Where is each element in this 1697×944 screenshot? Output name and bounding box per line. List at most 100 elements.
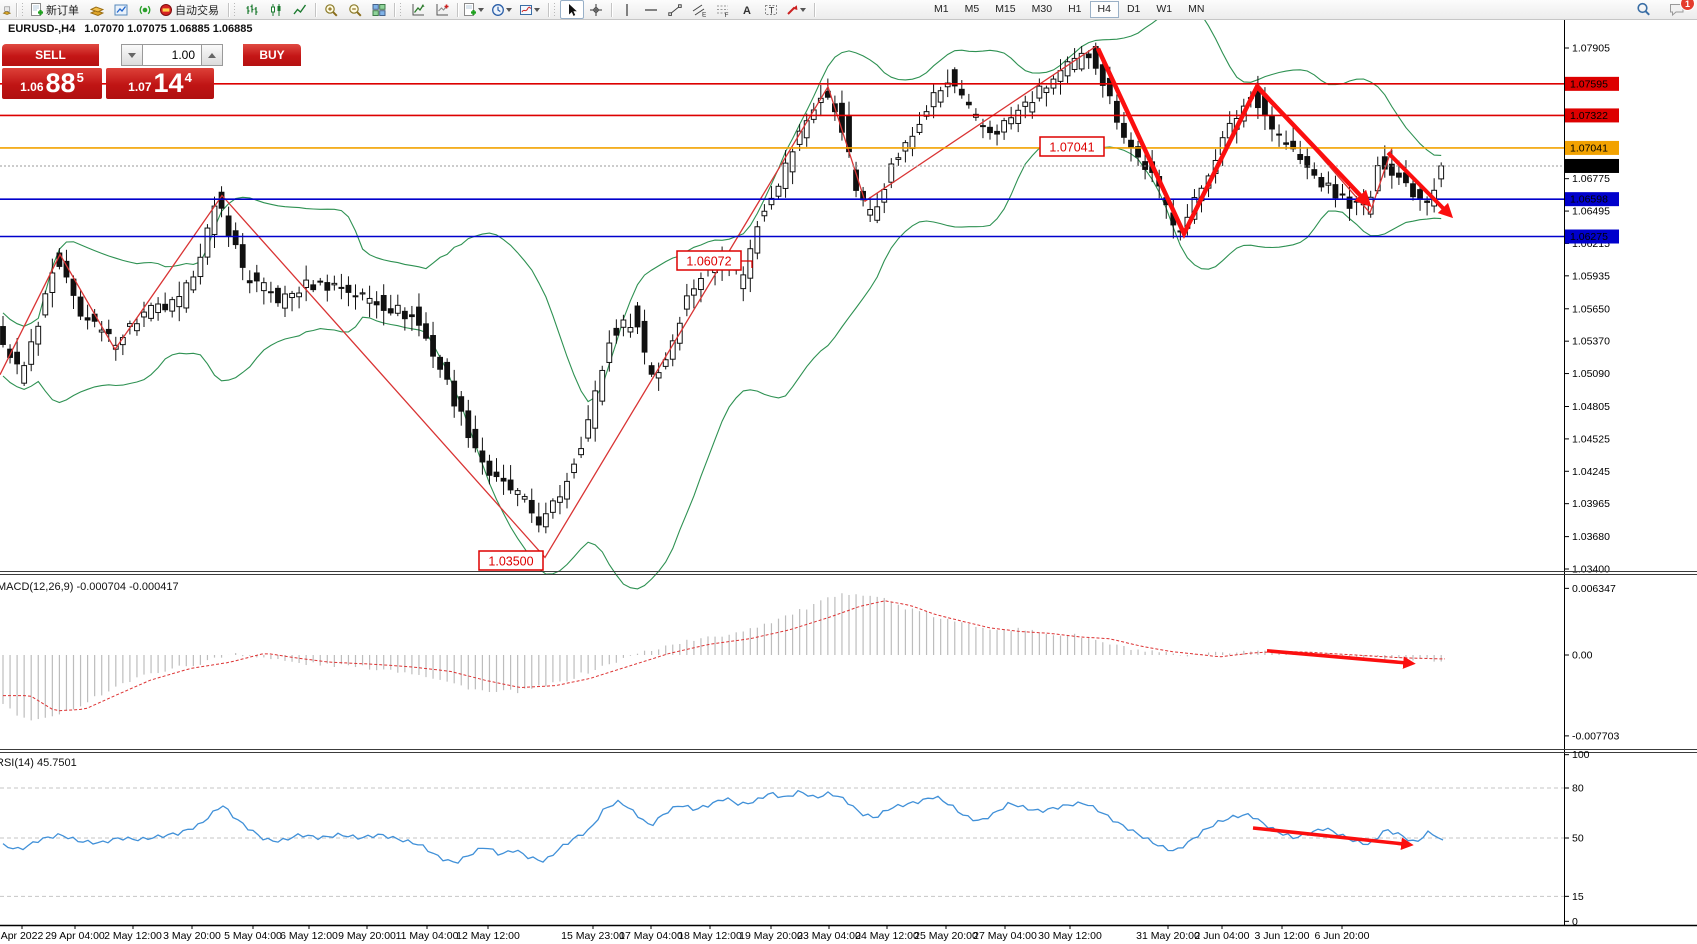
indicator-windows-button[interactable] <box>430 0 454 19</box>
chart-info: EURUSD-,H4 1.07070 1.07075 1.06885 1.068… <box>8 23 259 35</box>
time-axis-label: 23 May 04:00 <box>797 930 861 942</box>
new-order-button[interactable]: 新订单 <box>28 0 85 19</box>
rsi-label: RSI(14) 45.7501 <box>0 757 77 769</box>
sell-price[interactable]: 1.06 88 5 <box>2 68 102 99</box>
cursor-button[interactable] <box>560 0 584 19</box>
window-icon-partial[interactable] <box>0 0 13 19</box>
price-label-box[interactable]: 1.07041 <box>1039 136 1105 157</box>
candles <box>0 42 1445 534</box>
timeframe-button-m1[interactable]: M1 <box>934 3 949 15</box>
signals-button[interactable] <box>133 0 157 19</box>
arrows-dropdown[interactable] <box>783 0 811 19</box>
timeframe-button-m5[interactable]: M5 <box>964 3 980 15</box>
sell-button[interactable]: SELL <box>2 44 99 66</box>
zoom-out-button[interactable] <box>343 0 367 19</box>
signals-icon <box>139 5 151 14</box>
time-axis-label: 17 May 04:00 <box>619 930 683 942</box>
bar-chart-type-button[interactable] <box>240 0 264 19</box>
vertical-line-button[interactable] <box>615 0 639 19</box>
sell-price-big: 88 <box>45 68 76 98</box>
svg-text:1.07595: 1.07595 <box>1570 78 1608 90</box>
notifications-button[interactable]: 1 <box>1665 0 1695 19</box>
volume-input[interactable] <box>143 44 201 66</box>
macd-trend-arrow[interactable] <box>1266 649 1416 669</box>
svg-text:1.06275: 1.06275 <box>1570 231 1608 243</box>
timeframe-button-m30[interactable]: M30 <box>1031 3 1053 15</box>
tile-windows-button[interactable] <box>367 0 391 19</box>
time-axis-label: 9 May 20:00 <box>338 930 396 942</box>
timeframe-button-w1[interactable]: W1 <box>1156 3 1173 15</box>
templates-caret-icon <box>534 7 540 12</box>
trend-arrow-2[interactable] <box>1386 151 1454 219</box>
crosshair-button[interactable] <box>584 0 608 19</box>
search-button[interactable] <box>1631 0 1655 19</box>
chart-ohlc-values: 1.07070 1.07075 1.06885 1.06885 <box>84 23 253 35</box>
market-watch-button[interactable] <box>85 0 109 19</box>
sell-price-pip: 5 <box>76 70 84 85</box>
timeframe-button-m15[interactable]: M15 <box>995 3 1016 15</box>
timeframe-button-h4[interactable]: H4 <box>1089 1 1119 18</box>
timeframe-button-h1[interactable]: H1 <box>1068 3 1082 15</box>
horizontal-line-icon <box>645 8 657 11</box>
price-label-box[interactable]: 1.06072 <box>676 250 753 271</box>
time-axis-label: 27 May 04:00 <box>973 930 1037 942</box>
time-axis-label: 11 May 04:00 <box>396 930 459 942</box>
buy-price-pip: 4 <box>184 70 192 85</box>
trend-arrow-1[interactable] <box>1095 47 1372 239</box>
price-tick-label: 1.05935 <box>1572 270 1610 282</box>
price-label-box[interactable]: 1.03500 <box>478 550 544 571</box>
fibonacci-button[interactable]: F <box>711 0 735 19</box>
data-window-button[interactable] <box>109 0 133 19</box>
rsi-panel: RSI(14) 45.7501 100 80 50 15 0 <box>0 749 1590 928</box>
zoom-in-icon <box>325 3 338 17</box>
timeframe-button-d1[interactable]: D1 <box>1126 3 1141 15</box>
cursor-icon <box>569 3 577 16</box>
crosshair-icon <box>590 3 602 16</box>
rsi-trend-arrow[interactable] <box>1252 826 1414 851</box>
volume-increase-button[interactable] <box>201 44 223 66</box>
zoom-out-icon <box>349 3 362 17</box>
macd-signal-line <box>3 600 1446 712</box>
price-tick-label: 1.05090 <box>1572 368 1610 380</box>
add-indicator-dropdown[interactable] <box>461 0 489 19</box>
time-axis-label: 12 May 12:00 <box>456 930 520 942</box>
price-tick-label: 1.06495 <box>1572 206 1610 218</box>
buy-price[interactable]: 1.07 14 4 <box>106 68 214 99</box>
add-indicator-icon <box>464 2 476 16</box>
text-button[interactable]: A <box>735 0 759 19</box>
candlestick-type-button[interactable] <box>264 0 288 19</box>
svg-text:1.06072: 1.06072 <box>686 255 731 269</box>
auto-trading-button[interactable]: 自动交易 <box>157 0 225 19</box>
rsi-tick-label: 0 <box>1572 916 1578 928</box>
templates-dropdown[interactable] <box>517 0 545 19</box>
sell-price-prefix: 1.06 <box>20 80 44 94</box>
price-level-badge <box>1565 76 1619 91</box>
indicators-icon <box>412 3 425 15</box>
svg-text:1.03500: 1.03500 <box>488 555 533 569</box>
line-chart-type-button[interactable] <box>288 0 312 19</box>
equidistant-channel-button[interactable]: E <box>687 0 711 19</box>
volume-stepper <box>121 44 223 66</box>
price-tick-label: 1.04805 <box>1572 401 1610 413</box>
volume-decrease-button[interactable] <box>121 44 143 66</box>
trendline-button[interactable] <box>663 0 687 19</box>
bollinger-lower-band <box>2 138 1442 590</box>
indicators-button[interactable] <box>406 0 430 19</box>
timeframe-button-mn[interactable]: MN <box>1188 3 1205 15</box>
zigzag-indicator <box>0 45 1393 559</box>
time-axis-label: 2 Jun 04:00 <box>1195 930 1250 942</box>
price-tick-label: 1.07905 <box>1572 43 1610 55</box>
buy-button[interactable]: BUY <box>243 44 301 66</box>
time-axis-label: 6 Jun 20:00 <box>1315 930 1370 942</box>
svg-text:E: E <box>702 11 706 17</box>
svg-text:1.06885: 1.06885 <box>1570 160 1608 172</box>
current-price-badge <box>1565 158 1619 173</box>
zoom-in-button[interactable] <box>319 0 343 19</box>
horizontal-line-button[interactable] <box>639 0 663 19</box>
label-button[interactable]: T <box>759 0 783 19</box>
timeframe-toolbar: M1 M5 M15 M30 H1 H4 D1 W1 MN <box>926 0 1212 19</box>
rsi-line <box>2 789 1444 864</box>
periods-dropdown[interactable] <box>489 0 517 19</box>
tile-windows-icon <box>372 3 386 16</box>
